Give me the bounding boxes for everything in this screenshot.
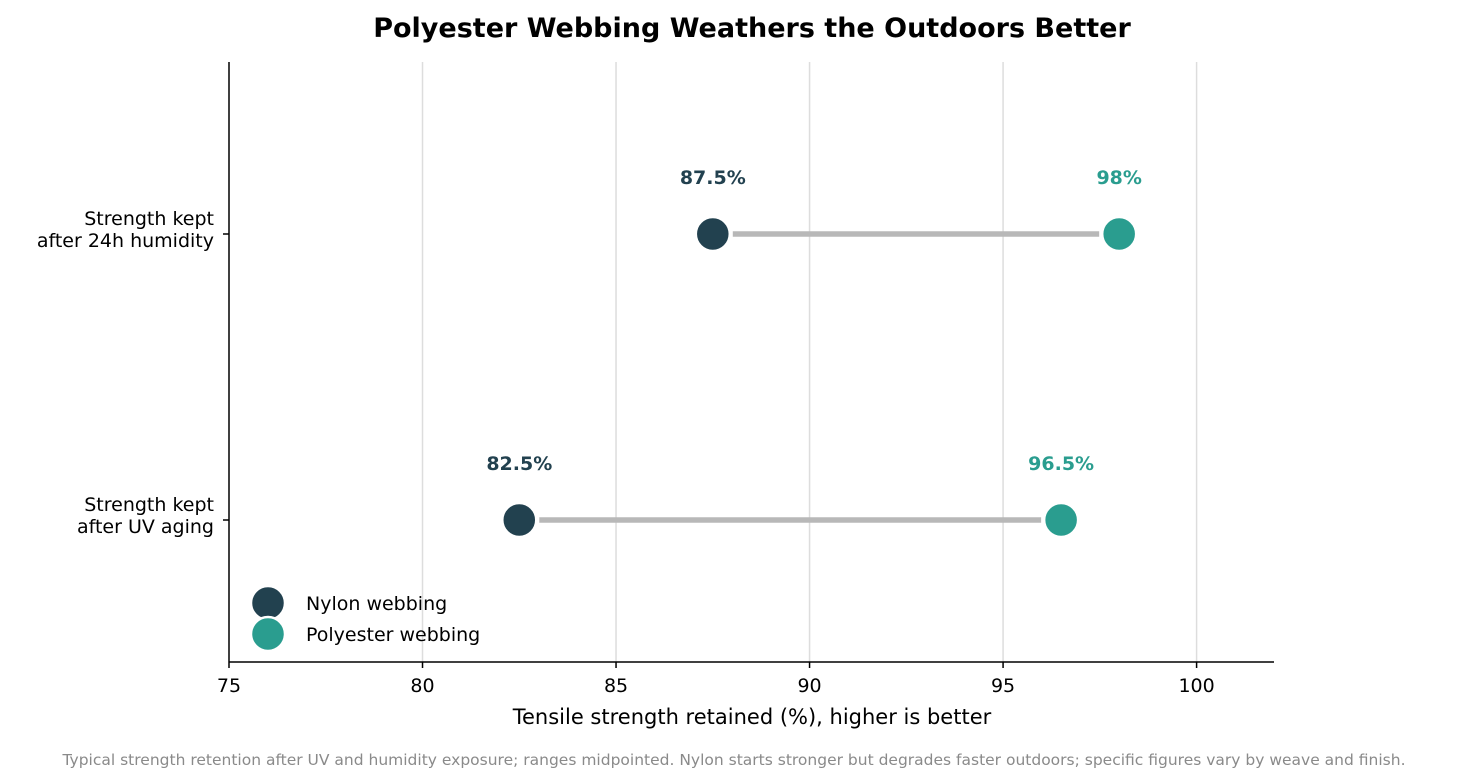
- legend-marker: [249, 584, 287, 622]
- polyester-point: [1100, 215, 1138, 253]
- polyester-point: [1042, 501, 1080, 539]
- x-tick-label: 95: [991, 675, 1015, 697]
- data-label: 82.5%: [486, 453, 552, 475]
- legend-marker: [249, 615, 287, 653]
- x-tick-label: 100: [1178, 675, 1214, 697]
- y-category-label-line: after UV aging: [77, 516, 214, 538]
- y-category-label-line: Strength kept: [84, 208, 214, 230]
- footnote: Typical strength retention after UV and …: [61, 751, 1405, 769]
- y-category-label: Strength kept after 24h humidity: [37, 208, 214, 252]
- y-category-label: Strength kept after UV aging: [77, 494, 214, 538]
- plot-marks: 87.5% 82.5% 98% 96.5%: [486, 167, 1142, 539]
- nylon-point: [501, 501, 538, 539]
- data-label: 96.5%: [1028, 453, 1094, 475]
- x-tick-label: 85: [604, 675, 628, 697]
- legend-label: Nylon webbing: [306, 593, 447, 615]
- chart-title: Polyester Webbing Weathers the Outdoors …: [373, 13, 1131, 44]
- grid-lines: [421, 62, 1198, 662]
- x-tick-label: 75: [217, 675, 241, 697]
- x-tick-label: 90: [797, 675, 821, 697]
- legend: Nylon webbing Polyester webbing: [249, 584, 480, 653]
- x-tick-label: 80: [410, 675, 434, 697]
- y-category-label-line: Strength kept: [84, 494, 214, 516]
- nylon-point: [694, 215, 732, 253]
- legend-label: Polyester webbing: [306, 624, 480, 646]
- data-label: 87.5%: [680, 167, 746, 189]
- y-category-label-line: after 24h humidity: [37, 230, 214, 252]
- x-axis-label: Tensile strength retained (%), higher is…: [512, 705, 992, 729]
- data-label: 98%: [1096, 167, 1141, 189]
